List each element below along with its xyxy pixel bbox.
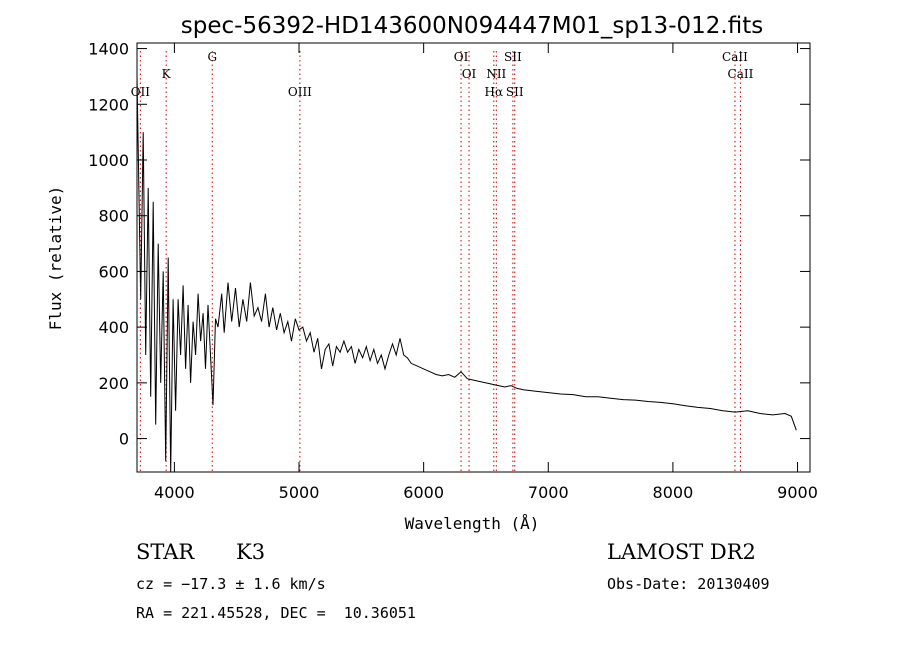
chart-title: spec-56392-HD143600N094447M01_sp13-012.f…: [181, 13, 763, 39]
y-tick-label: 800: [98, 207, 129, 226]
line-marker-label: OI: [454, 50, 469, 64]
line-marker-label: K: [162, 67, 172, 81]
line-marker-label: OIII: [288, 85, 312, 99]
y-axis-label: Flux (relative): [46, 186, 65, 331]
line-marker-label: SII: [506, 85, 524, 99]
redshift-cz: cz = −17.3 ± 1.6 km/s: [136, 575, 326, 593]
y-tick-label: 0: [119, 430, 129, 449]
y-tick-label: 200: [98, 374, 129, 393]
x-tick-label: 4000: [154, 483, 195, 502]
x-tick-label: 5000: [279, 483, 320, 502]
line-marker-label: G: [207, 50, 217, 64]
obs-date: Obs-Date: 20130409: [607, 575, 770, 593]
x-tick-label: 6000: [403, 483, 444, 502]
line-marker-label: CaII: [728, 67, 754, 81]
y-tick-label: 1000: [88, 151, 129, 170]
survey-name: LAMOST DR2: [607, 540, 756, 564]
line-marker-label: NII: [486, 67, 506, 81]
x-axis-label: Wavelength (Å): [405, 514, 540, 533]
y-tick-label: 400: [98, 318, 129, 337]
line-marker-label: CaII: [722, 50, 748, 64]
y-tick-label: 1200: [88, 95, 129, 114]
x-tick-label: 7000: [528, 483, 569, 502]
y-tick-label: 1400: [88, 40, 129, 59]
ra-dec: RA = 221.45528, DEC = 10.36051: [136, 604, 416, 622]
object-class: STAR: [136, 540, 195, 564]
x-tick-label: 9000: [777, 483, 818, 502]
plot-frame: [136, 42, 811, 473]
spectrum-line: [136, 76, 797, 473]
line-marker-label: OI: [462, 67, 477, 81]
line-marker-label: OII: [131, 85, 151, 99]
line-marker-label: Hα: [485, 85, 504, 99]
y-tick-label: 600: [98, 262, 129, 281]
object-subclass: K3: [236, 540, 266, 564]
axis-ticks: 4000 5000 6000 7000 8000 9000 0 200 400 600 800 100…: [88, 40, 818, 502]
line-marker-label: SII: [504, 50, 522, 64]
x-tick-label: 8000: [653, 483, 694, 502]
